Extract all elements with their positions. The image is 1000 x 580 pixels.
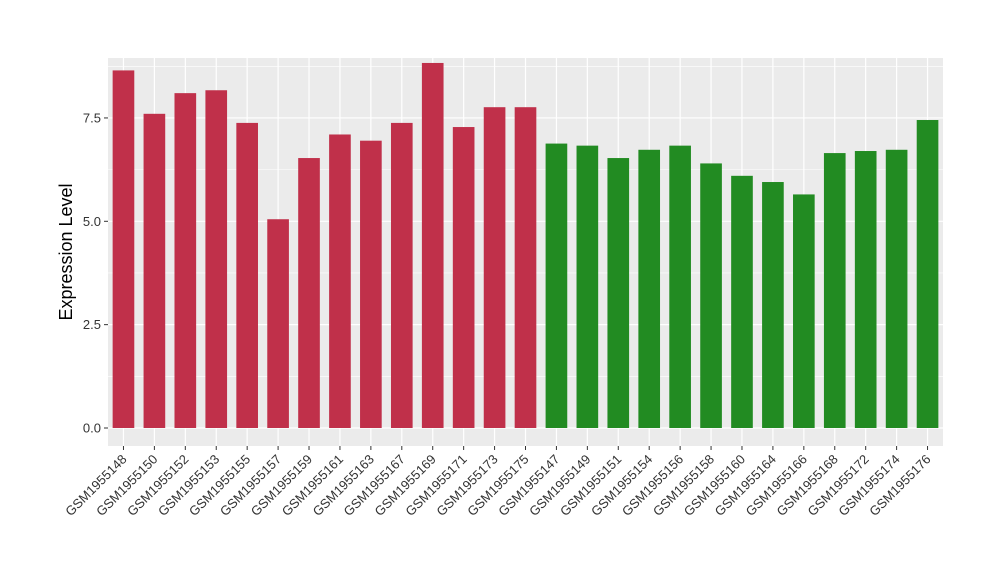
y-axis: 0.0 2.5 5.0 7.5: [83, 110, 108, 436]
bar-GSM1955158: [700, 163, 722, 428]
bar-GSM1955163: [360, 140, 382, 428]
bar-GSM1955168: [823, 153, 846, 428]
bar-GSM1955172: [854, 151, 877, 428]
bar-GSM1955156: [669, 145, 691, 428]
bar-GSM1955155: [236, 122, 258, 428]
bars: [112, 62, 939, 429]
y-tick-label: 7.5: [83, 110, 101, 125]
bar-GSM1955153: [205, 90, 228, 428]
bar-GSM1955169: [421, 62, 444, 428]
bar-GSM1955151: [607, 158, 630, 429]
bar-GSM1955148: [112, 70, 135, 429]
bar-GSM1955149: [576, 145, 599, 428]
bar-GSM1955175: [514, 107, 537, 429]
x-axis: GSM1955148GSM1955150GSM1955152GSM1955153…: [62, 446, 934, 519]
bar-GSM1955164: [762, 182, 784, 428]
bar-GSM1955167: [390, 122, 413, 428]
bar-GSM1955161: [329, 134, 351, 428]
bar-GSM1955154: [638, 149, 661, 428]
bar-GSM1955160: [731, 175, 753, 428]
bar-GSM1955150: [143, 113, 166, 428]
y-tick-label: 0.0: [83, 421, 101, 436]
bar-GSM1955166: [793, 194, 815, 428]
bar-GSM1955152: [174, 93, 197, 429]
bar-GSM1955171: [452, 127, 475, 428]
bar-GSM1955147: [545, 143, 568, 428]
bar-GSM1955174: [885, 149, 908, 428]
y-tick-label: 5.0: [83, 214, 101, 229]
y-tick-label: 2.5: [83, 317, 101, 332]
bar-GSM1955157: [267, 219, 289, 428]
bar-GSM1955176: [916, 120, 939, 428]
bar-GSM1955159: [298, 158, 320, 429]
bar-GSM1955173: [483, 107, 506, 429]
y-axis-title: Expression Level: [56, 183, 76, 320]
